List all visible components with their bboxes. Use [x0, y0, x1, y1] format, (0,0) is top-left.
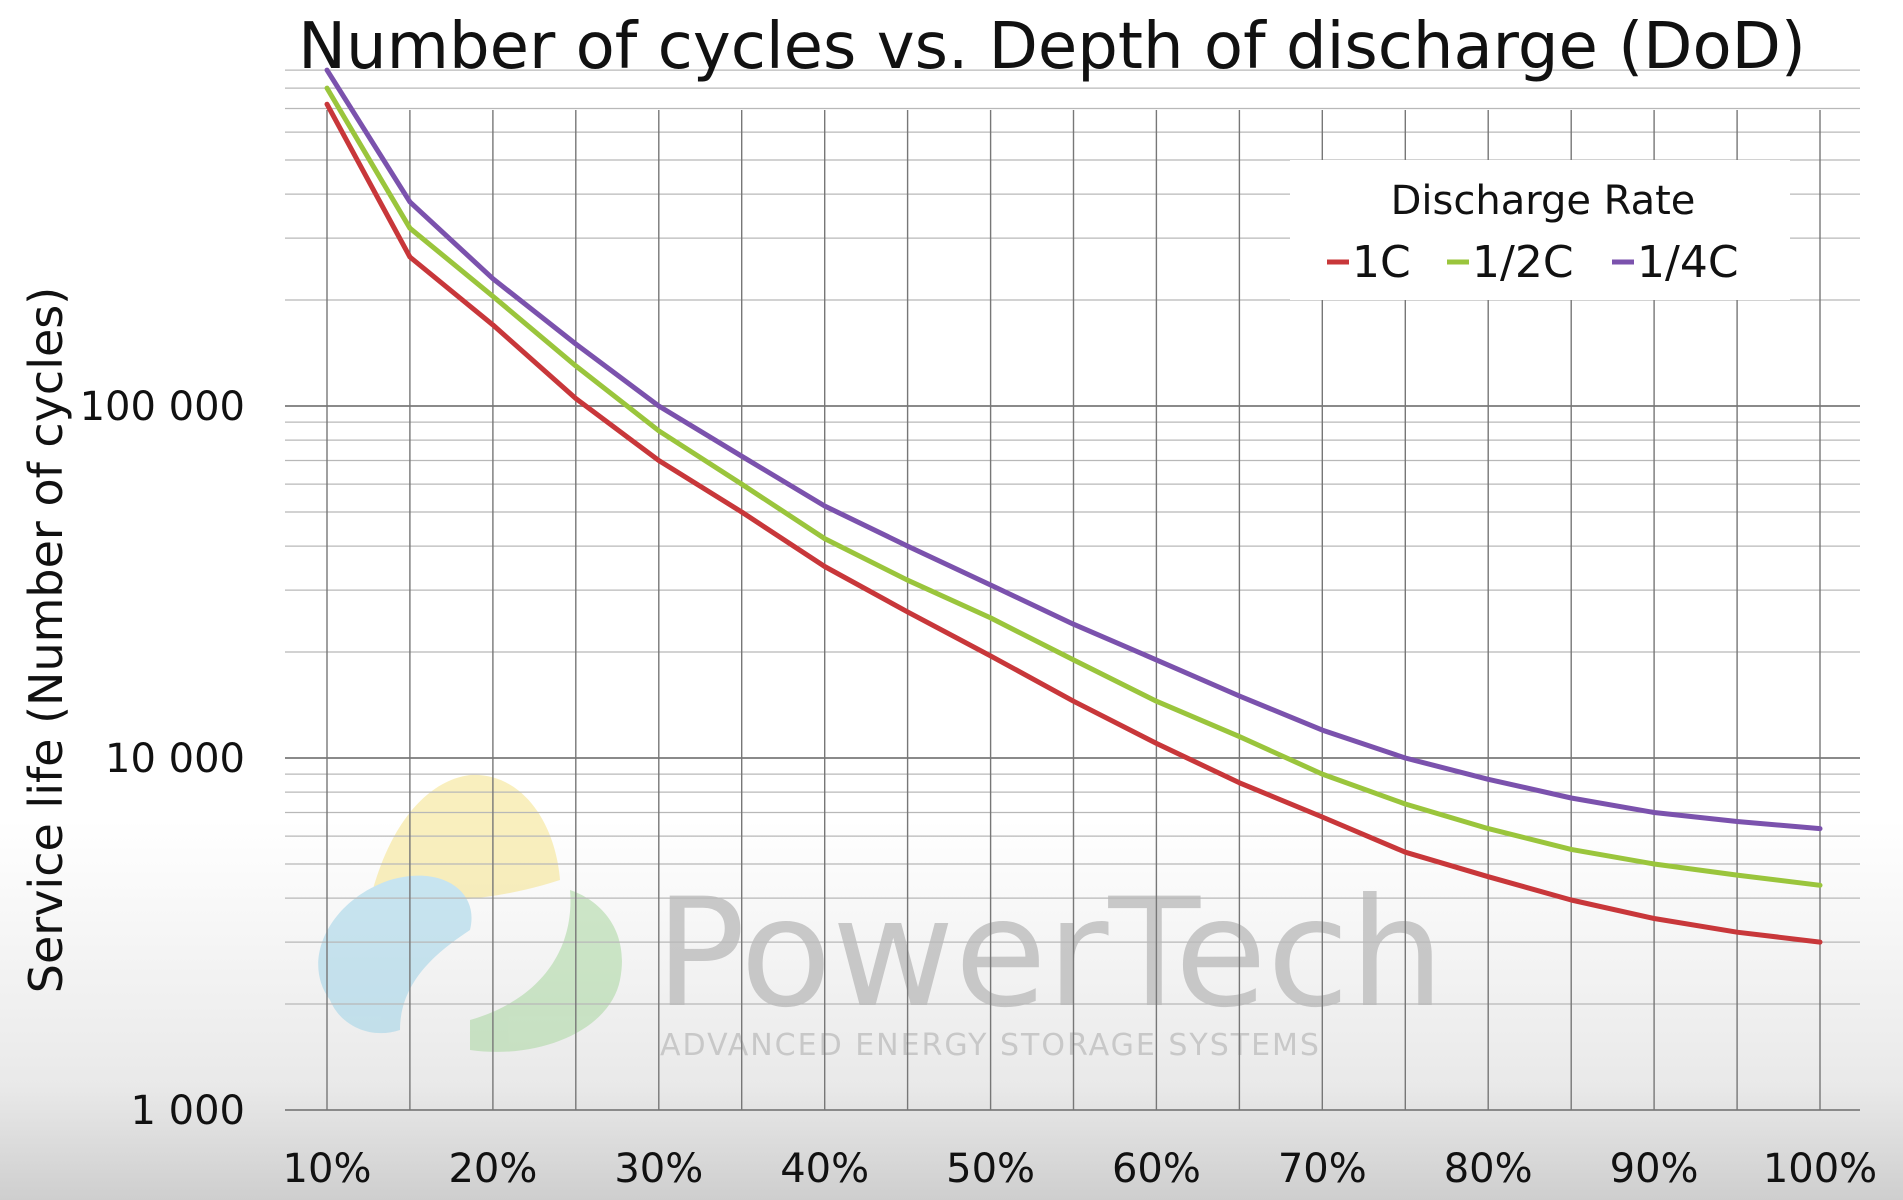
x-tick-label: 70% — [1278, 1146, 1367, 1192]
series-line-1-4c — [324, 67, 1823, 832]
legend-title: Discharge Rate — [1391, 178, 1696, 224]
x-tick-label: 10% — [283, 1146, 372, 1192]
legend-label: 1/4C — [1637, 237, 1739, 288]
grid — [285, 69, 1860, 1111]
x-tick-label: 80% — [1444, 1146, 1533, 1192]
y-tick-label: 10 000 — [105, 736, 245, 782]
y-tick-label: 1 000 — [130, 1088, 245, 1134]
legend-background — [1290, 160, 1790, 300]
y-axis-label: Service life (Number of cycles) — [19, 287, 73, 993]
x-tick-label: 20% — [448, 1146, 537, 1192]
legend-label: 1C — [1352, 237, 1411, 288]
series-line-1-2c — [324, 85, 1823, 888]
watermark-tagline: ADVANCED ENERGY STORAGE SYSTEMS — [660, 1028, 1321, 1063]
series-line-1c — [324, 101, 1823, 945]
x-tick-label: 30% — [614, 1146, 703, 1192]
x-tick-label: 100% — [1763, 1146, 1877, 1192]
x-tick-label: 60% — [1112, 1146, 1201, 1192]
x-tick-label: 90% — [1610, 1146, 1699, 1192]
series-group — [324, 67, 1823, 945]
watermark-text: PowerTech ADVANCED ENERGY STORAGE SYSTEM… — [655, 867, 1444, 1063]
x-tick-label: 50% — [946, 1146, 1035, 1192]
y-tick-label: 100 000 — [80, 384, 245, 430]
legend-entries: 1C 1/2C 1/4C — [1327, 237, 1739, 288]
watermark-logo — [318, 774, 622, 1052]
legend-label: 1/2C — [1472, 237, 1574, 288]
watermark-name: PowerTech — [655, 867, 1444, 1041]
axis-ticks: 10% 20% 30% 40% 50% 60% 70% 80% 90% 100% 1 000 10 0… — [80, 384, 1878, 1192]
legend: Discharge Rate 1C 1/2C 1/4C — [1290, 160, 1790, 300]
x-tick-label: 40% — [780, 1146, 869, 1192]
chart-title: Number of cycles vs. Depth of discharge … — [298, 10, 1806, 84]
